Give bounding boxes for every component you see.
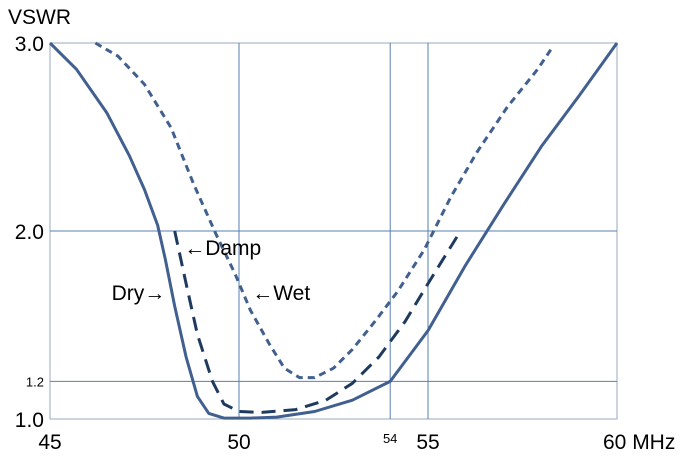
gridlines xyxy=(50,43,617,419)
y-tick-label: 1.0 xyxy=(15,409,44,432)
x-tick-label: 54 xyxy=(383,431,397,446)
y-axis-label: VSWR xyxy=(8,6,71,29)
annotation-wet: ←Wet xyxy=(252,282,310,305)
y-tick-label: 3.0 xyxy=(15,33,44,56)
series-line-dry xyxy=(48,41,619,420)
annotation-damp: ←Damp xyxy=(184,237,261,260)
annotations: Dry→ ←Damp ←Wet xyxy=(112,237,311,305)
x-tick-label: 50 xyxy=(227,431,250,454)
x-tick-label: 55 xyxy=(416,431,439,454)
series-line-wet xyxy=(94,41,554,380)
y-tick-label: 1.2 xyxy=(26,374,44,389)
x-tick-label: 45 xyxy=(38,431,61,454)
y-tick-label: 2.0 xyxy=(15,221,44,244)
annotation-dry: Dry→ xyxy=(112,282,166,305)
x-axis-ticks: 45 50 54 55 60 MHz xyxy=(38,431,675,454)
series-line-damp xyxy=(173,230,460,414)
y-axis-ticks: 1.0 1.2 2.0 3.0 xyxy=(15,33,44,432)
x-tick-label: 60 MHz xyxy=(603,431,675,454)
series-lines xyxy=(48,41,619,420)
